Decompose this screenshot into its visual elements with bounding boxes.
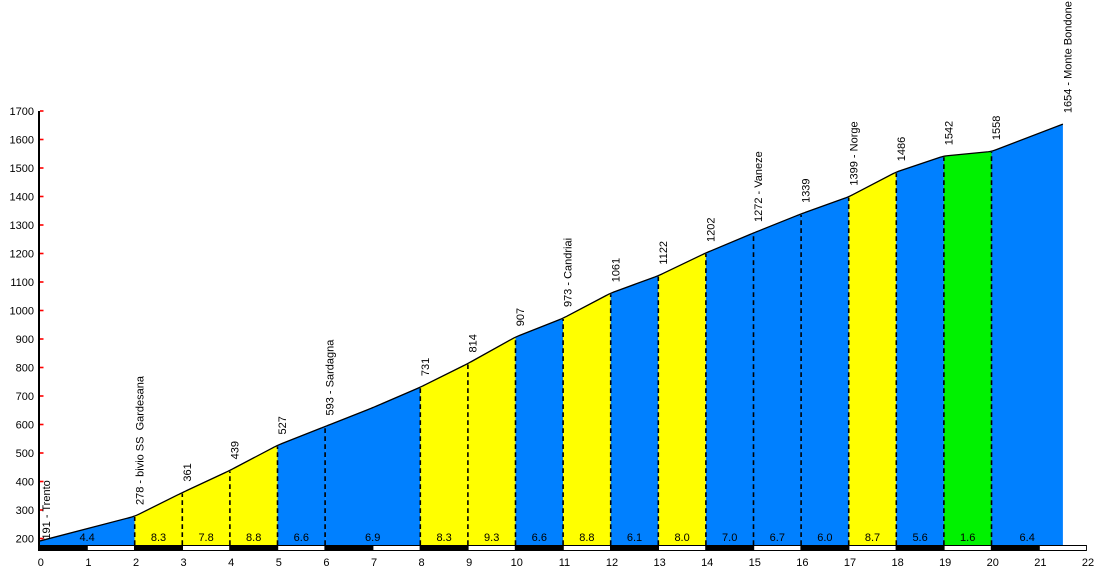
svg-text:0: 0 [38,557,44,569]
svg-text:9: 9 [466,557,472,569]
svg-text:6.4: 6.4 [1020,532,1035,544]
svg-text:8.8: 8.8 [246,532,261,544]
svg-text:973 - Candriai: 973 - Candriai [563,238,575,307]
svg-text:6.7: 6.7 [770,532,785,544]
svg-text:8.0: 8.0 [674,532,689,544]
svg-text:10: 10 [511,557,523,569]
svg-text:7.0: 7.0 [722,532,737,544]
svg-text:1272 - Vaneze: 1272 - Vaneze [753,151,765,222]
svg-text:16: 16 [796,557,808,569]
svg-text:21: 21 [1034,557,1046,569]
svg-text:9.3: 9.3 [484,532,499,544]
svg-text:400: 400 [16,477,34,489]
svg-text:593 - Sardagna: 593 - Sardagna [325,339,337,416]
svg-text:22: 22 [1082,557,1094,569]
svg-text:1654 - Monte Bondone: 1654 - Monte Bondone [1063,1,1075,113]
svg-text:814: 814 [468,334,480,352]
svg-text:12: 12 [606,557,618,569]
svg-text:439: 439 [230,441,242,459]
svg-text:11: 11 [559,557,570,569]
svg-text:4.4: 4.4 [79,532,94,544]
svg-text:191 - Trento: 191 - Trento [41,480,53,539]
svg-text:8.8: 8.8 [579,532,594,544]
svg-text:17: 17 [844,557,856,569]
svg-text:900: 900 [16,334,34,346]
svg-text:1122: 1122 [658,241,670,265]
svg-text:2: 2 [133,557,139,569]
svg-text:600: 600 [16,420,34,432]
svg-text:15: 15 [749,557,761,569]
svg-text:361: 361 [182,463,194,481]
svg-text:1700: 1700 [10,106,34,118]
svg-text:8.3: 8.3 [436,532,451,544]
svg-text:6.9: 6.9 [365,532,380,544]
svg-text:1486: 1486 [896,137,908,161]
svg-text:1500: 1500 [10,163,34,175]
svg-text:6.0: 6.0 [817,532,832,544]
svg-text:907: 907 [515,308,527,326]
svg-text:1200: 1200 [10,249,34,261]
svg-text:1100: 1100 [10,277,34,289]
svg-text:1061: 1061 [610,258,622,282]
svg-text:4: 4 [228,557,234,569]
svg-text:14: 14 [701,557,713,569]
svg-text:1600: 1600 [10,135,34,147]
svg-text:731: 731 [420,358,432,376]
svg-text:1202: 1202 [706,218,718,242]
svg-text:3: 3 [181,557,187,569]
svg-text:5: 5 [276,557,282,569]
svg-text:7: 7 [371,557,377,569]
svg-text:700: 700 [16,391,34,403]
svg-text:6.1: 6.1 [627,532,642,544]
svg-text:1542: 1542 [944,121,956,145]
svg-text:1300: 1300 [10,220,34,232]
svg-text:8: 8 [419,557,425,569]
svg-text:1339: 1339 [801,178,813,202]
svg-text:8.7: 8.7 [865,532,880,544]
svg-text:1558: 1558 [991,116,1003,140]
svg-text:6.6: 6.6 [294,532,309,544]
svg-text:800: 800 [16,363,34,375]
svg-text:13: 13 [653,557,665,569]
svg-text:20: 20 [987,557,999,569]
svg-text:7.8: 7.8 [198,532,213,544]
svg-text:19: 19 [939,557,951,569]
svg-text:1400: 1400 [10,192,34,204]
svg-text:1: 1 [85,557,91,569]
svg-text:200: 200 [16,534,34,546]
svg-text:6.6: 6.6 [532,532,547,544]
svg-text:278 - bivio SS Gardesana: 278 - bivio SS Gardesana [134,375,146,505]
svg-text:6: 6 [323,557,329,569]
svg-text:18: 18 [891,557,903,569]
svg-text:5.6: 5.6 [912,532,927,544]
svg-text:1399 - Norge: 1399 - Norge [848,121,860,185]
svg-text:300: 300 [16,505,34,517]
svg-text:500: 500 [16,448,34,460]
svg-text:1.6: 1.6 [960,532,975,544]
svg-text:1000: 1000 [10,306,34,318]
svg-text:8.3: 8.3 [151,532,166,544]
svg-text:527: 527 [277,416,289,434]
